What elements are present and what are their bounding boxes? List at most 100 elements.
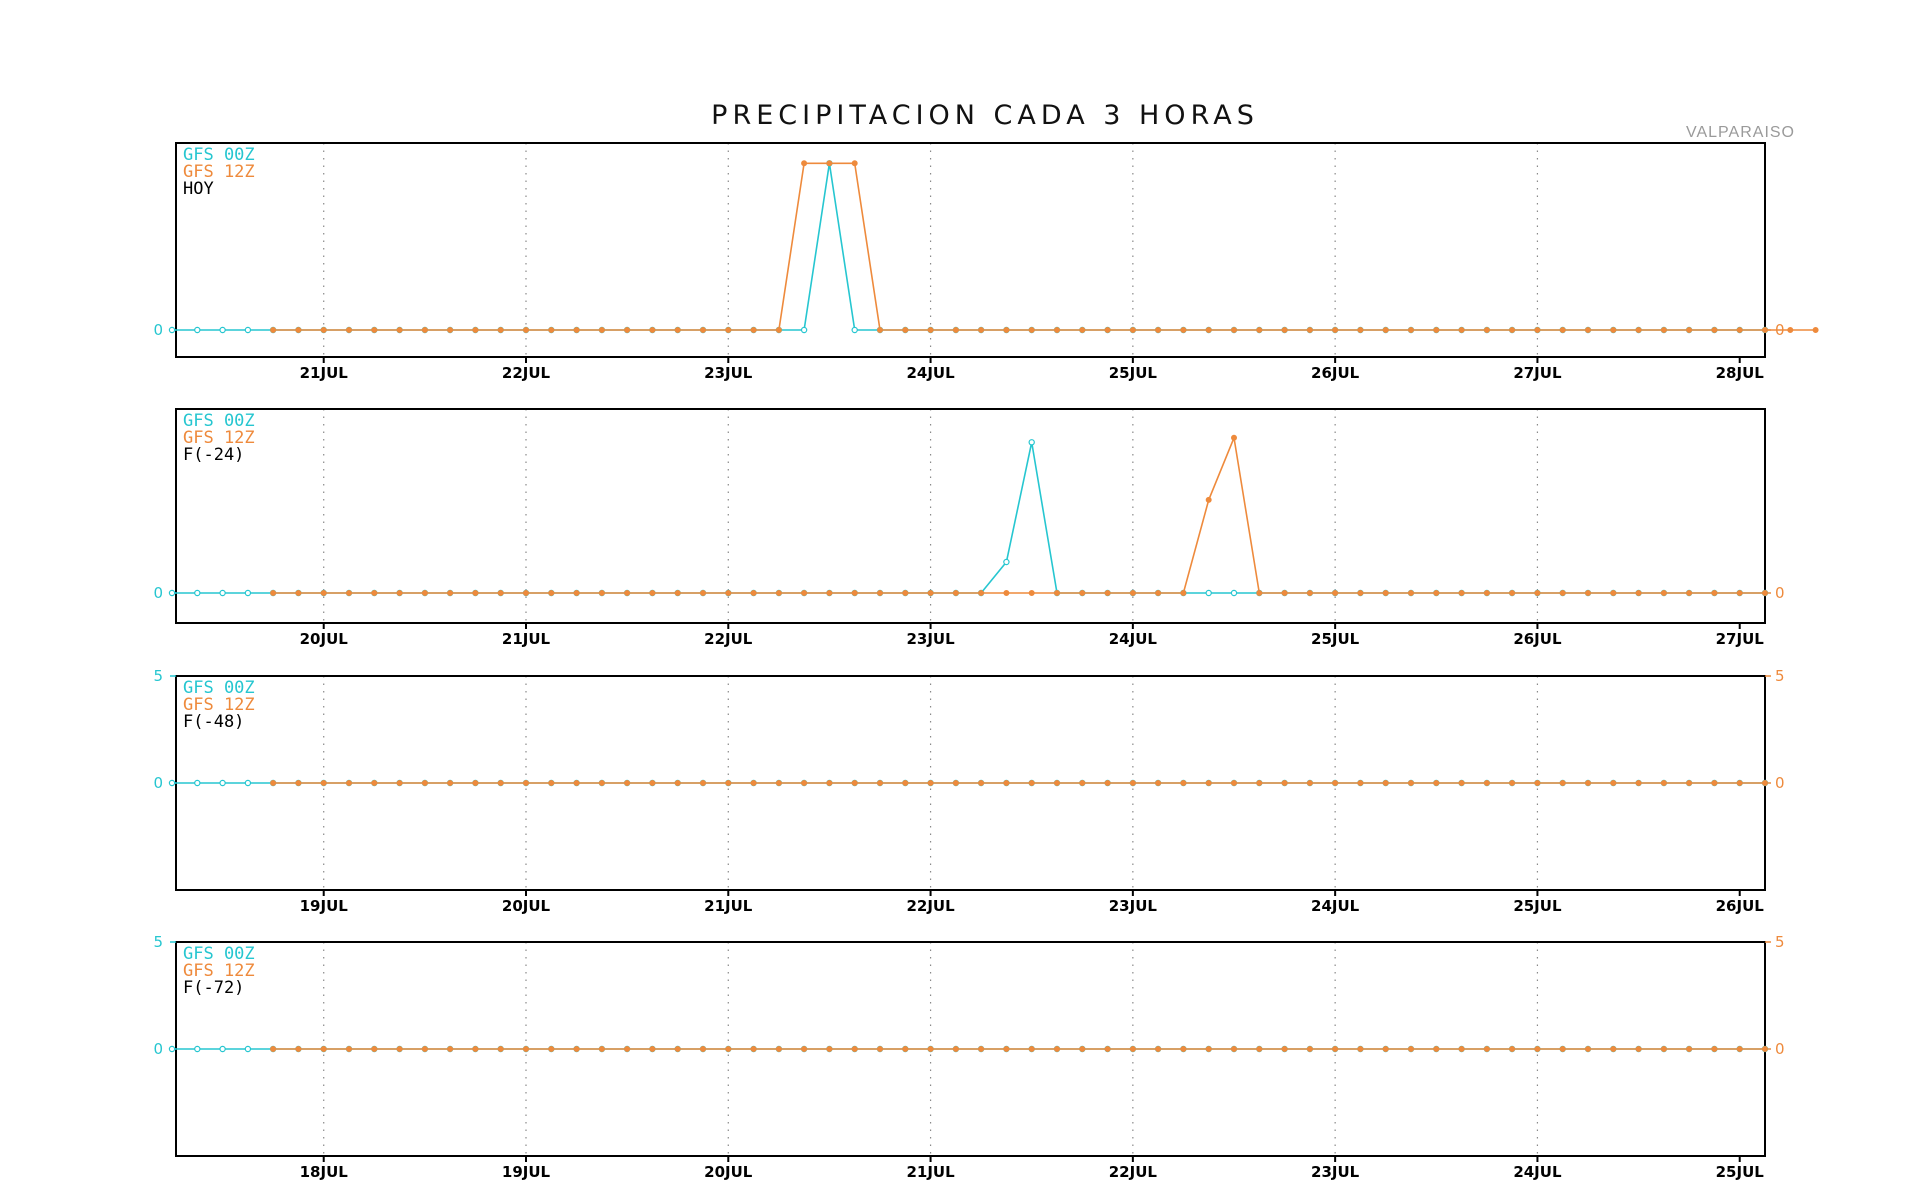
data-point-gfs-12z [624, 327, 631, 334]
data-point-gfs-12z [1458, 589, 1465, 596]
data-point-gfs-00z [168, 589, 176, 597]
data-point-gfs-12z [1711, 1045, 1718, 1052]
data-point-gfs-12z [1028, 779, 1035, 786]
data-point-gfs-12z [952, 1045, 959, 1052]
data-point-gfs-00z [800, 326, 808, 334]
legend-gfs-00z: GFS 00Z [183, 411, 255, 431]
data-point-gfs-12z [1407, 779, 1414, 786]
data-point-gfs-12z [1155, 1045, 1162, 1052]
data-point-gfs-12z [1281, 589, 1288, 596]
x-tick-label: 25JUL [1513, 897, 1562, 915]
data-point-gfs-12z [598, 327, 605, 334]
data-point-gfs-12z [1357, 589, 1364, 596]
data-point-gfs-12z [1610, 1045, 1617, 1052]
data-point-gfs-12z [1660, 779, 1667, 786]
data-point-gfs-12z [598, 589, 605, 596]
data-point-gfs-12z [876, 327, 883, 334]
data-point-gfs-12z [1281, 1045, 1288, 1052]
data-point-gfs-12z [346, 779, 353, 786]
data-point-gfs-12z [1028, 1045, 1035, 1052]
x-tick-label: 21JUL [300, 364, 349, 382]
data-point-gfs-12z [927, 589, 934, 596]
data-point-gfs-12z [1230, 327, 1237, 334]
series-line-gfs-00z [172, 163, 1765, 331]
data-point-gfs-12z [1736, 779, 1743, 786]
data-point-gfs-12z [876, 1045, 883, 1052]
data-point-gfs-12z [548, 1045, 555, 1052]
data-point-gfs-12z [1382, 779, 1389, 786]
data-point-gfs-12z [573, 1045, 580, 1052]
data-point-gfs-12z [851, 589, 858, 596]
data-point-gfs-12z [1003, 1045, 1010, 1052]
data-point-gfs-12z [1079, 779, 1086, 786]
data-point-gfs-12z [1028, 589, 1035, 596]
x-tick-label: 22JUL [1109, 1163, 1158, 1181]
data-point-gfs-12z [1155, 779, 1162, 786]
data-point-gfs-12z [497, 589, 504, 596]
data-point-gfs-12z [1256, 1045, 1263, 1052]
data-point-gfs-12z [295, 327, 302, 334]
y-left-tick-label: 0 [153, 1040, 163, 1058]
y-left-tick-label: 5 [153, 933, 163, 951]
data-point-gfs-12z [851, 779, 858, 786]
data-point-gfs-12z [1534, 589, 1541, 596]
data-point-gfs-12z [1382, 589, 1389, 596]
data-point-gfs-12z [1180, 589, 1187, 596]
data-point-gfs-12z [1180, 779, 1187, 786]
y-right-tick-label: 5 [1775, 933, 1785, 951]
data-point-gfs-12z [497, 327, 504, 334]
data-point-gfs-00z [1028, 439, 1035, 446]
data-point-gfs-12z [1458, 327, 1465, 334]
data-point-gfs-12z [1003, 327, 1010, 334]
data-point-gfs-12z [447, 589, 454, 596]
data-point-gfs-12z [295, 589, 302, 596]
data-point-gfs-12z [270, 779, 277, 786]
x-tick-label: 20JUL [704, 1163, 753, 1181]
data-point-gfs-12z [649, 779, 656, 786]
data-point-gfs-12z [346, 589, 353, 596]
panel-label: F(-72) [183, 978, 244, 998]
x-tick-label: 23JUL [1109, 897, 1158, 915]
panel-label: F(-24) [183, 445, 244, 465]
series-gfs-12z [270, 160, 1819, 334]
data-point-gfs-12z [1534, 1045, 1541, 1052]
data-point-gfs-12z [1483, 779, 1490, 786]
data-point-gfs-12z [396, 779, 403, 786]
data-point-gfs-12z [978, 779, 985, 786]
data-point-gfs-12z [1104, 779, 1111, 786]
data-point-gfs-12z [1635, 589, 1642, 596]
data-point-gfs-12z [1003, 779, 1010, 786]
data-point-gfs-12z [1230, 434, 1237, 441]
data-point-gfs-12z [750, 589, 757, 596]
data-point-gfs-12z [447, 779, 454, 786]
data-point-gfs-12z [750, 779, 757, 786]
data-point-gfs-12z [649, 327, 656, 334]
series-gfs-12z [270, 779, 1768, 786]
data-point-gfs-12z [346, 1045, 353, 1052]
data-point-gfs-12z [725, 589, 732, 596]
data-point-gfs-12z [1433, 327, 1440, 334]
data-point-gfs-12z [1129, 327, 1136, 334]
x-tick-label: 25JUL [1311, 630, 1360, 648]
legend-gfs-12z: GFS 12Z [183, 961, 255, 981]
data-point-gfs-00z [168, 326, 176, 334]
panel-4: 18JUL 19JUL 20JUL 21JUL 22JUL 23JUL 24JUL 25JUL… [153, 933, 1784, 1181]
data-point-gfs-12z [522, 779, 529, 786]
data-point-gfs-00z [1003, 558, 1010, 566]
data-point-gfs-12z [1129, 1045, 1136, 1052]
data-point-gfs-12z [1736, 589, 1743, 596]
data-point-gfs-12z [270, 589, 277, 596]
data-point-gfs-12z [573, 779, 580, 786]
data-point-gfs-12z [1509, 327, 1516, 334]
data-point-gfs-12z [775, 779, 782, 786]
x-tick-label: 23JUL [704, 364, 753, 382]
data-point-gfs-12z [1635, 1045, 1642, 1052]
legend-gfs-12z: GFS 12Z [183, 428, 255, 448]
data-point-gfs-12z [421, 589, 428, 596]
data-point-gfs-12z [851, 1045, 858, 1052]
x-tick-label: 27JUL [1513, 364, 1562, 382]
data-point-gfs-12z [1332, 779, 1339, 786]
data-point-gfs-12z [978, 589, 985, 596]
data-point-gfs-12z [750, 327, 757, 334]
